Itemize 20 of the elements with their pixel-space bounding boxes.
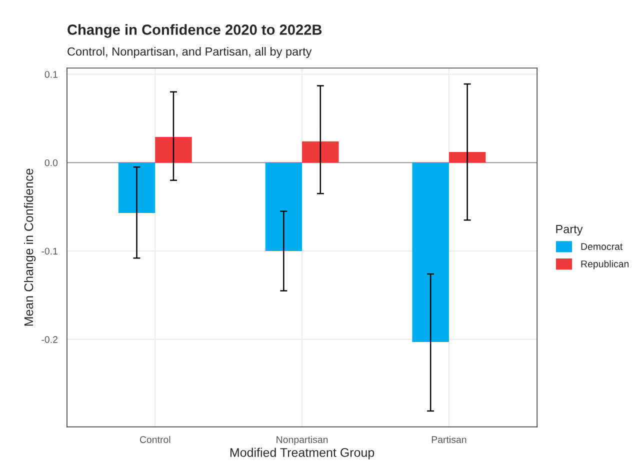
y-tick-label: -0.1	[42, 248, 58, 255]
bar	[302, 141, 339, 163]
bar	[448, 152, 486, 163]
chart-subtitle: Control, Nonpartisan, and Partisan, all by party	[68, 47, 312, 58]
y-axis-title: Mean Change in Confidence	[24, 168, 36, 326]
y-tick-label: 0.1	[44, 70, 58, 78]
x-tick-label: Control	[140, 436, 170, 444]
bar	[118, 162, 156, 214]
y-tick-label: -0.2	[42, 336, 58, 344]
bar	[412, 162, 449, 342]
chart-title: Change in Confidence 2020 to 2022B	[68, 24, 322, 38]
legend-title: Party	[556, 225, 583, 236]
bar	[265, 162, 302, 252]
x-tick-label: Nonpartisan	[276, 436, 328, 445]
x-axis-title: Modified Treatment Group	[230, 448, 374, 460]
y-tick-label: 0.0	[44, 159, 58, 166]
bar	[155, 137, 192, 163]
legend-label: Republican	[581, 260, 629, 270]
legend-label: Democrat	[581, 243, 623, 250]
x-tick-label: Partisan	[432, 436, 466, 444]
